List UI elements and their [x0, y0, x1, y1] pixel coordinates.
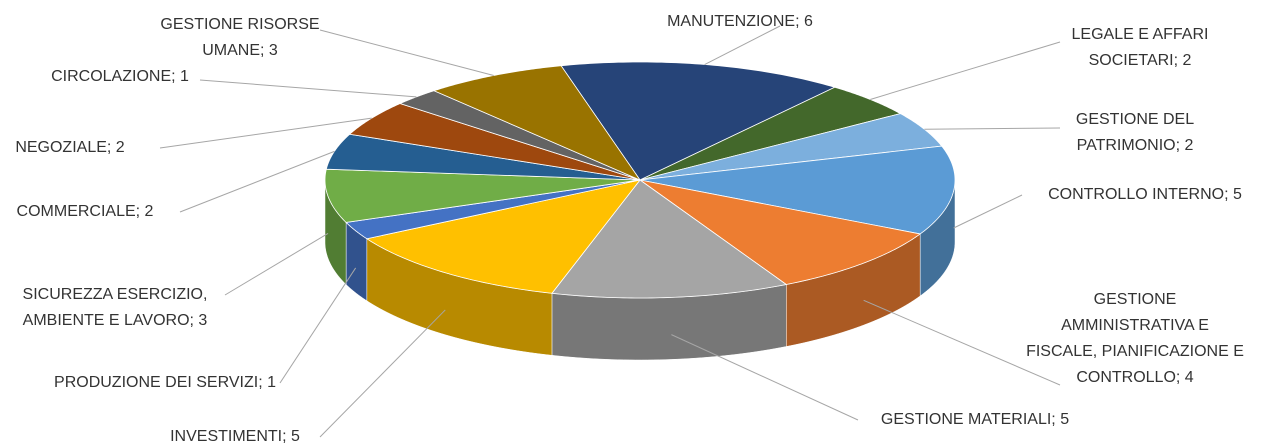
- data-label: FISCALE, PIANIFICAZIONE E: [1026, 343, 1244, 360]
- pie-slice: [639, 145, 956, 235]
- leader-line: [704, 25, 781, 65]
- leader-line: [924, 127, 1061, 130]
- data-label: CIRCOLAZIONE; 1: [51, 68, 189, 85]
- pie-slice: [348, 103, 641, 181]
- leader-line: [179, 150, 335, 213]
- data-label: GESTIONE DEL: [1076, 111, 1194, 128]
- leader-line: [671, 334, 859, 421]
- data-label: NEGOZIALE; 2: [15, 139, 124, 156]
- data-label: PATRIMONIO; 2: [1077, 137, 1194, 154]
- data-label: COMMERCIALE; 2: [17, 203, 154, 220]
- pie-slice: [639, 113, 943, 181]
- data-label: GESTIONE RISORSE: [160, 16, 319, 33]
- data-label: GESTIONE: [1094, 291, 1177, 308]
- leader-line: [199, 79, 417, 98]
- data-label: UMANE; 3: [202, 42, 278, 59]
- pie-slice: [551, 179, 788, 299]
- data-label: CONTROLLO; 4: [1076, 369, 1193, 386]
- data-label: SOCIETARI; 2: [1089, 52, 1192, 69]
- pie-slice: [560, 61, 836, 181]
- pie-slice: [345, 179, 641, 240]
- pie-slice: [324, 168, 641, 223]
- data-label: AMBIENTE E LAVORO; 3: [23, 312, 208, 329]
- data-label: LEGALE E AFFARI: [1072, 26, 1209, 43]
- data-label: MANUTENZIONE; 6: [667, 13, 813, 30]
- leader-line: [159, 117, 372, 149]
- leader-line: [319, 309, 446, 438]
- leader-line: [870, 41, 1061, 100]
- pie-slice: [365, 179, 641, 294]
- pie-slice: [325, 133, 641, 181]
- data-label: GESTIONE MATERIALI; 5: [881, 411, 1069, 428]
- pie-slice: [639, 86, 902, 181]
- leader-line: [319, 29, 494, 76]
- pie-slice: [639, 179, 922, 285]
- data-label: PRODUZIONE DEI SERVIZI; 1: [54, 374, 276, 391]
- leader-line: [863, 299, 1061, 386]
- data-label: SICUREZZA ESERCIZIO,: [23, 286, 208, 303]
- data-label: AMMINISTRATIVA E: [1061, 317, 1209, 334]
- leader-line: [224, 233, 329, 296]
- leader-line: [953, 194, 1023, 229]
- leader-line: [279, 267, 357, 384]
- data-label: INVESTIMENTI; 5: [170, 428, 300, 445]
- data-label: CONTROLLO INTERNO; 5: [1048, 186, 1242, 203]
